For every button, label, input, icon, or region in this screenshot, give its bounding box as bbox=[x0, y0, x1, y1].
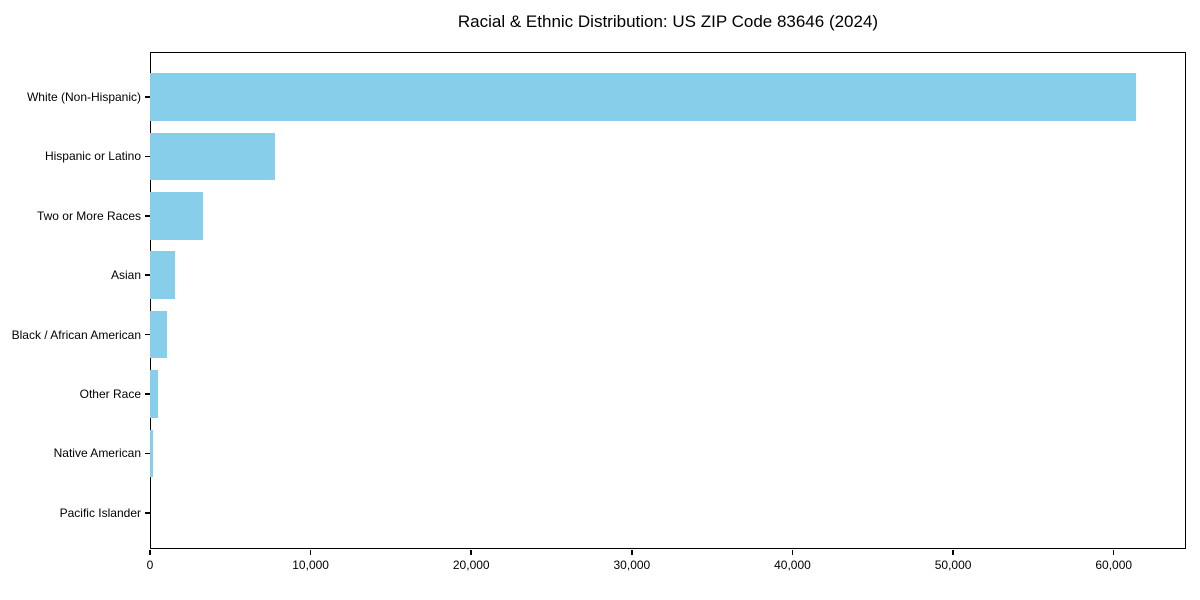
x-tick-label: 0 bbox=[146, 558, 154, 572]
y-tick-mark bbox=[145, 393, 150, 395]
x-tick-label: 10,000 bbox=[292, 558, 329, 572]
x-tick-mark bbox=[952, 550, 954, 555]
bar-hispanic-or-latino bbox=[150, 132, 276, 181]
y-tick-mark bbox=[145, 333, 150, 336]
y-tick-label: Two or More Races bbox=[36, 208, 141, 223]
y-tick-mark bbox=[145, 155, 150, 158]
x-tick-label: 30,000 bbox=[613, 558, 651, 572]
bar-native-american bbox=[150, 429, 154, 478]
x-tick-mark bbox=[631, 550, 633, 555]
bar-other-race bbox=[150, 370, 159, 418]
y-tick-label: Black / African American bbox=[11, 327, 141, 342]
x-tick-label: 50,000 bbox=[934, 558, 972, 572]
bar-two-or-more-races bbox=[150, 192, 203, 240]
y-tick-label: Pacific Islander bbox=[59, 505, 141, 520]
y-tick-label: Native American bbox=[53, 446, 141, 461]
y-tick-mark bbox=[145, 452, 150, 455]
axes-frame bbox=[150, 52, 1186, 549]
bar-black-african-american bbox=[150, 310, 167, 359]
chart-title: Racial & Ethnic Distribution: US ZIP Cod… bbox=[457, 12, 879, 31]
y-tick-mark bbox=[145, 274, 150, 276]
y-tick-label: Other Race bbox=[79, 387, 141, 401]
x-tick-mark bbox=[470, 550, 472, 555]
x-tick-label: 60,000 bbox=[1095, 558, 1133, 572]
y-tick-mark bbox=[145, 96, 150, 98]
bar-asian bbox=[150, 251, 175, 299]
y-tick-label: White (Non-Hispanic) bbox=[26, 90, 141, 104]
bar-white-non-hispanic bbox=[150, 73, 1137, 121]
plot-area: White (Non-Hispanic) Hispanic or Latino Tw… bbox=[12, 52, 1186, 572]
x-tick-mark bbox=[309, 550, 312, 555]
y-tick-label: Hispanic or Latino bbox=[44, 149, 141, 164]
x-tick-mark bbox=[791, 550, 794, 555]
y-tick-mark bbox=[145, 512, 150, 514]
x-tick-mark bbox=[1112, 550, 1115, 555]
y-tick-mark bbox=[145, 215, 150, 217]
y-tick-label: Asian bbox=[110, 268, 141, 283]
x-tick-label: 20,000 bbox=[452, 558, 490, 572]
x-tick-mark bbox=[149, 550, 151, 555]
x-tick-label: 40,000 bbox=[774, 558, 811, 572]
